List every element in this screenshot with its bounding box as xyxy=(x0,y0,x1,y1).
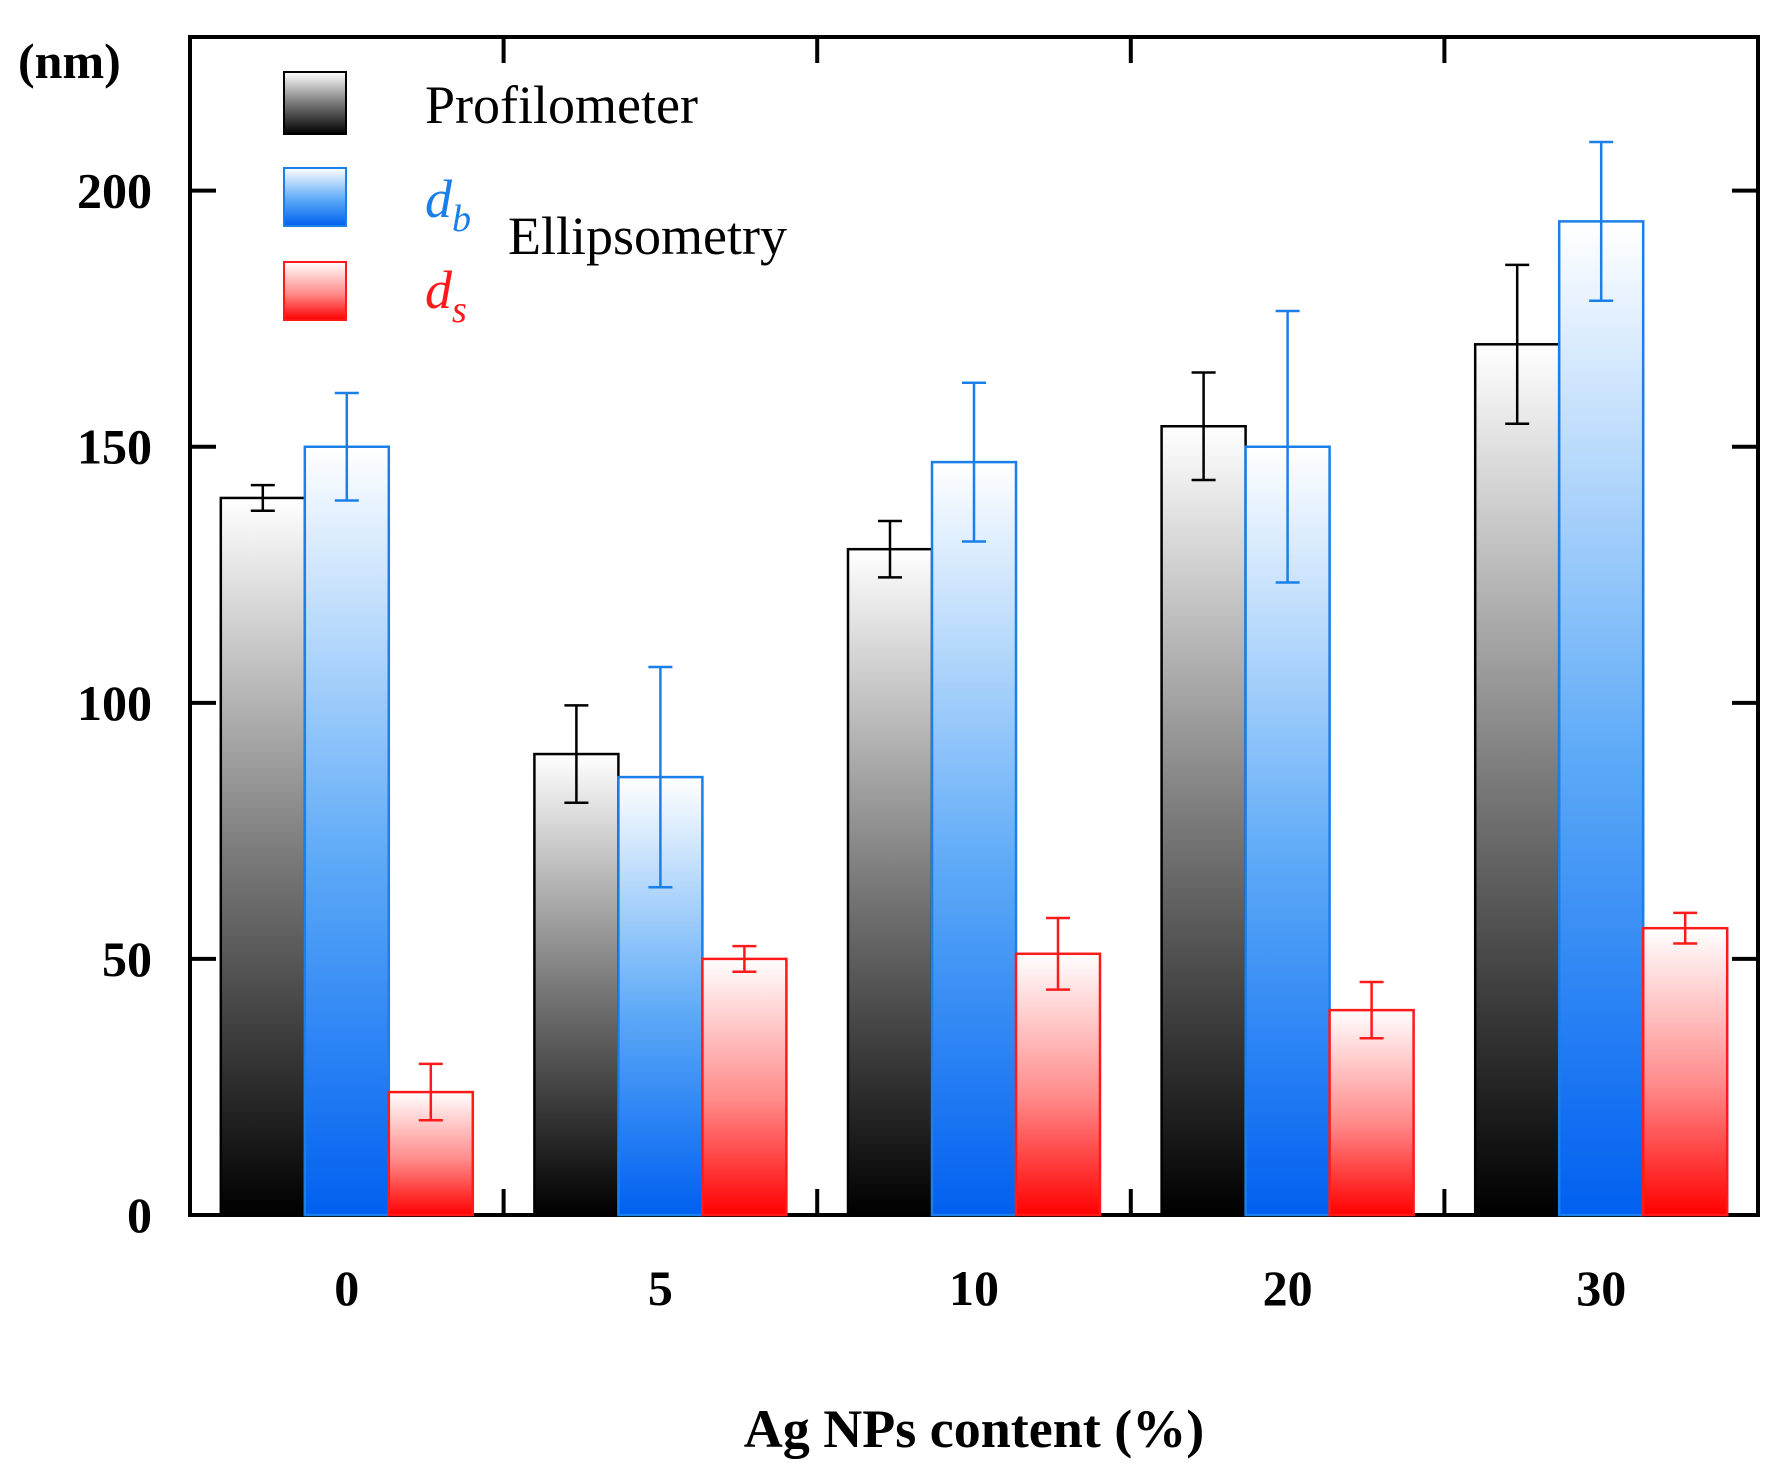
legend-label-ds-main: d xyxy=(425,260,453,320)
legend-label-db-main: d xyxy=(425,169,453,229)
legend-label-db: db xyxy=(425,169,471,240)
bar-d-s xyxy=(1641,926,1729,1217)
x-tick-label: 5 xyxy=(648,1260,673,1316)
legend-swatch-ds xyxy=(283,261,347,321)
bar-d-b xyxy=(303,445,391,1217)
bar-d-s xyxy=(701,957,788,1217)
x-tick-label: 20 xyxy=(1263,1260,1313,1316)
legend: Profilometer db Ellipsometry ds xyxy=(283,71,787,331)
x-tick-label: 10 xyxy=(949,1260,999,1316)
x-axis-title: Ag NPs content (%) xyxy=(744,1399,1204,1459)
legend-label-db-sub: b xyxy=(452,198,471,240)
bar-profilometer xyxy=(533,752,620,1217)
bars-layer xyxy=(219,220,1729,1217)
legend-swatch-db xyxy=(283,167,347,227)
bar-d-s xyxy=(1014,952,1102,1217)
bar-profilometer xyxy=(846,547,934,1217)
bar-d-s xyxy=(1328,1008,1415,1217)
legend-label-profilometer: Profilometer xyxy=(425,75,698,135)
bar-profilometer xyxy=(1160,425,1247,1217)
bar-profilometer xyxy=(1473,343,1561,1217)
y-axis-ticks: 0 50 100 150 200 xyxy=(77,163,1758,1243)
legend-label-ds-sub: s xyxy=(452,289,467,331)
bar-profilometer xyxy=(219,496,307,1217)
x-tick-label: 30 xyxy=(1576,1260,1626,1316)
y-tick-label: 100 xyxy=(77,675,152,731)
x-tick-label: 0 xyxy=(334,1260,359,1316)
y-tick-label: 150 xyxy=(77,419,152,475)
legend-group-ellipsometry: Ellipsometry xyxy=(508,206,787,266)
legend-swatch-profilometer xyxy=(283,71,347,135)
y-tick-label: 0 xyxy=(127,1187,152,1243)
y-unit-label: (nm) xyxy=(18,33,121,89)
error-bars-layer xyxy=(250,140,1698,1122)
y-tick-label: 50 xyxy=(102,931,152,987)
y-tick-label: 200 xyxy=(77,163,152,219)
x-axis-ticks: 0 5 10 20 30 xyxy=(334,37,1626,1316)
legend-label-ds: ds xyxy=(425,260,467,331)
bar-d-b xyxy=(1557,220,1645,1217)
bar-d-b xyxy=(930,460,1018,1217)
